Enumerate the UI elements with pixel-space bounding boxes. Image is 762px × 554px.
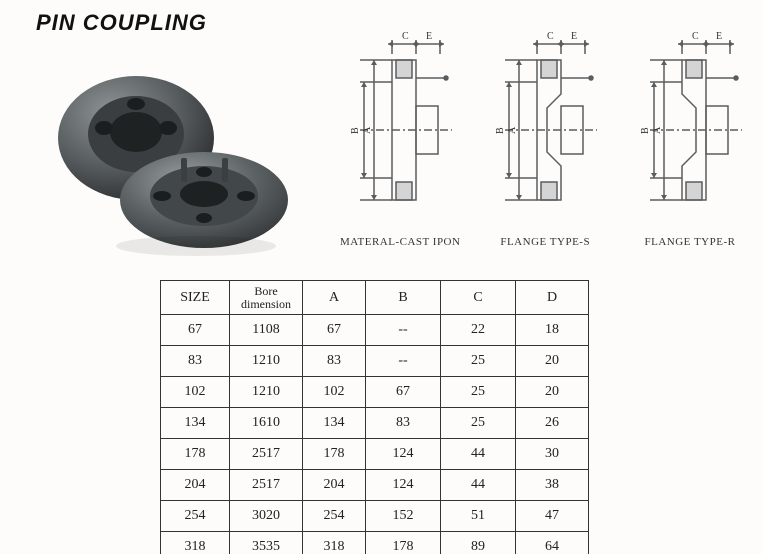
page: PIN COUPLING: [0, 0, 762, 554]
cell: 47: [516, 501, 589, 532]
svg-text:C: C: [692, 31, 699, 42]
cell: 102: [161, 377, 230, 408]
col-header-d: D: [516, 281, 589, 315]
table-row: 83 1210 83 -- 25 20: [161, 346, 589, 377]
cell: 134: [161, 408, 230, 439]
cell: 1108: [230, 315, 303, 346]
svg-text:A: A: [652, 126, 663, 134]
svg-text:A: A: [507, 126, 518, 134]
cell: 318: [303, 532, 366, 554]
product-photo: [36, 50, 316, 260]
cell: 67: [303, 315, 366, 346]
cell: 30: [516, 439, 589, 470]
table-row: 178 2517 178 124 44 30: [161, 439, 589, 470]
cell: 25: [441, 377, 516, 408]
cell: 25: [441, 408, 516, 439]
table-row: 134 1610 134 83 25 26: [161, 408, 589, 439]
cell: 18: [516, 315, 589, 346]
cell: 318: [161, 532, 230, 554]
diagram-label: FLANGE TYPE-R: [645, 236, 736, 248]
svg-text:B: B: [640, 127, 651, 134]
diagram-label: MATERAL-CAST IPON: [340, 236, 460, 248]
cell: 3020: [230, 501, 303, 532]
table-row: 204 2517 204 124 44 38: [161, 470, 589, 501]
cell: 204: [161, 470, 230, 501]
cell: 2517: [230, 470, 303, 501]
page-title: PIN COUPLING: [36, 10, 207, 36]
cell: 134: [303, 408, 366, 439]
cell: 22: [441, 315, 516, 346]
table-row: 318 3535 318 178 89 64: [161, 532, 589, 554]
svg-text:B: B: [350, 127, 361, 134]
table-row: 102 1210 102 67 25 20: [161, 377, 589, 408]
col-header-b: B: [366, 281, 441, 315]
col-header-bore: Bore dimension: [230, 281, 303, 315]
cell: 64: [516, 532, 589, 554]
cell: 152: [366, 501, 441, 532]
cell: 25: [441, 346, 516, 377]
cell: 67: [366, 377, 441, 408]
col-header-size: SIZE: [161, 281, 230, 315]
cell: 3535: [230, 532, 303, 554]
cell: 44: [441, 439, 516, 470]
cell: 1610: [230, 408, 303, 439]
col-header-bore-text: Bore dimension: [241, 284, 291, 311]
svg-text:C: C: [547, 31, 554, 42]
cell: 83: [161, 346, 230, 377]
diagram-flange-type-s: C E B A FLANGE TYPE-S: [485, 30, 605, 270]
cell: 51: [441, 501, 516, 532]
cell: --: [366, 315, 441, 346]
cell: 26: [516, 408, 589, 439]
cell: 67: [161, 315, 230, 346]
cell: 204: [303, 470, 366, 501]
cell: 178: [366, 532, 441, 554]
table-body: 67 1108 67 -- 22 18 83 1210 83 -- 25 20 …: [161, 315, 589, 554]
technical-diagrams: C E B A MATERAL-CAST IPON: [340, 30, 750, 270]
cell: 44: [441, 470, 516, 501]
cell: 178: [303, 439, 366, 470]
cell: 2517: [230, 439, 303, 470]
cell: 20: [516, 346, 589, 377]
diagram-flange-type-r: C E B A FLANGE TYPE-R: [630, 30, 750, 270]
cell: 102: [303, 377, 366, 408]
cell: 1210: [230, 346, 303, 377]
table-row: 67 1108 67 -- 22 18: [161, 315, 589, 346]
cell: 254: [303, 501, 366, 532]
cell: 124: [366, 470, 441, 501]
svg-text:A: A: [362, 126, 373, 134]
cell: --: [366, 346, 441, 377]
cell: 1210: [230, 377, 303, 408]
table-header-row: SIZE Bore dimension A B C D: [161, 281, 589, 315]
diagram-material-cast-iron: C E B A MATERAL-CAST IPON: [340, 30, 460, 270]
cell: 20: [516, 377, 589, 408]
col-header-c: C: [441, 281, 516, 315]
diagram-label: FLANGE TYPE-S: [500, 236, 590, 248]
cell: 83: [366, 408, 441, 439]
cell: 124: [366, 439, 441, 470]
cell: 254: [161, 501, 230, 532]
cell: 178: [161, 439, 230, 470]
table-row: 254 3020 254 152 51 47: [161, 501, 589, 532]
cell: 89: [441, 532, 516, 554]
svg-text:E: E: [571, 31, 577, 42]
svg-text:E: E: [716, 31, 722, 42]
col-header-a: A: [303, 281, 366, 315]
cell: 38: [516, 470, 589, 501]
svg-text:B: B: [495, 127, 506, 134]
svg-text:E: E: [426, 31, 432, 42]
spec-table: SIZE Bore dimension A B C D 67 1108 67 -…: [160, 280, 589, 554]
svg-text:C: C: [402, 31, 409, 42]
cell: 83: [303, 346, 366, 377]
